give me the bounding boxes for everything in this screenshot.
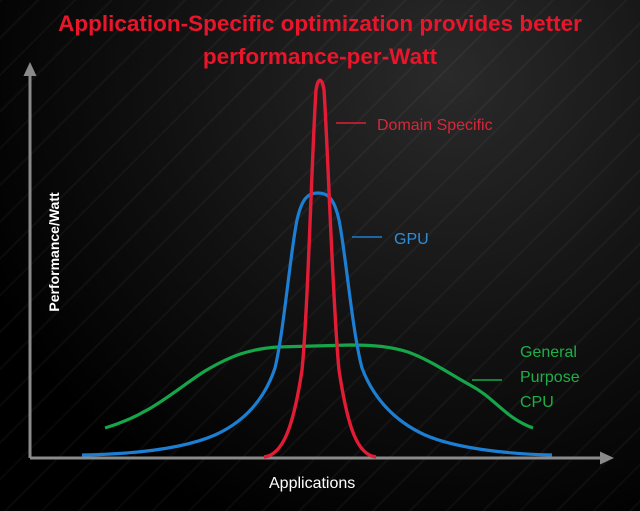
y-axis-arrow (23, 62, 37, 76)
cpu-label-line-2: Purpose (520, 369, 580, 386)
gpu-curve (81, 191, 553, 457)
gpu-label: GPU (394, 231, 429, 248)
x-axis-arrow (600, 451, 614, 465)
title-line-1: Application-Specific optimization provid… (58, 11, 582, 36)
domain-curve (263, 78, 377, 459)
domain-specific-label: Domain Specific (377, 117, 493, 134)
y-axis-label: Performance/Watt (46, 192, 62, 312)
x-axis-label: Applications (269, 475, 356, 492)
cpu-label-line-3: CPU (520, 394, 554, 411)
cpu-curve (104, 343, 534, 430)
title-line-2: performance-per-Watt (202, 44, 438, 69)
cpu-label-line-1: General (520, 344, 577, 361)
